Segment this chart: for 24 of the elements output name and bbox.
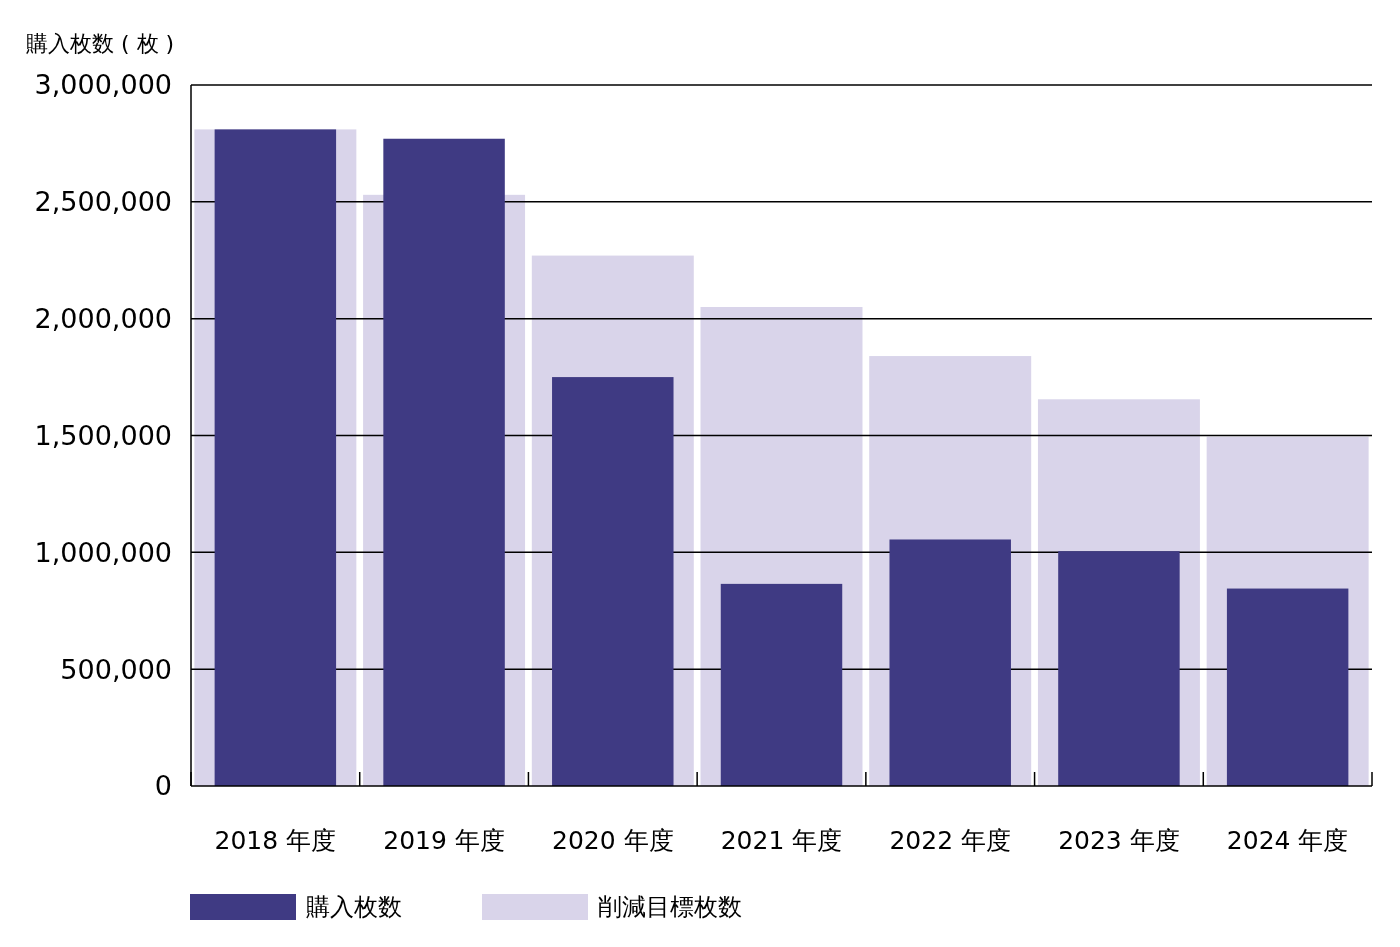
y-axis-title: 購入枚数 ( 枚 )	[26, 30, 175, 56]
y-tick-label: 1,000,000	[34, 536, 172, 568]
y-tick-label: 3,000,000	[34, 69, 172, 101]
bar	[889, 539, 1011, 786]
legend-label: 削減目標枚数	[598, 893, 742, 922]
y-tick-label: 2,500,000	[34, 186, 172, 218]
legend-label: 購入枚数	[306, 893, 402, 922]
x-tick-label: 2020 年度	[552, 825, 674, 855]
bar	[1226, 588, 1349, 786]
bar	[383, 138, 505, 786]
x-tick-label: 2023 年度	[1058, 825, 1180, 855]
x-tick-label: 2019 年度	[383, 825, 505, 855]
x-tick-label: 2024 年度	[1226, 825, 1349, 855]
y-tick-label: 500,000	[60, 653, 172, 685]
bar	[214, 129, 337, 786]
y-tick-label: 2,000,000	[34, 303, 172, 335]
x-tick-label: 2022 年度	[889, 825, 1011, 855]
y-tick-label: 0	[154, 770, 172, 802]
x-tick-label: 2021 年度	[720, 825, 843, 855]
x-tick-label: 2018 年度	[214, 825, 337, 855]
bar	[1058, 551, 1180, 786]
bar	[720, 583, 843, 786]
y-tick-label: 1,500,000	[34, 419, 172, 451]
bar	[552, 377, 674, 786]
